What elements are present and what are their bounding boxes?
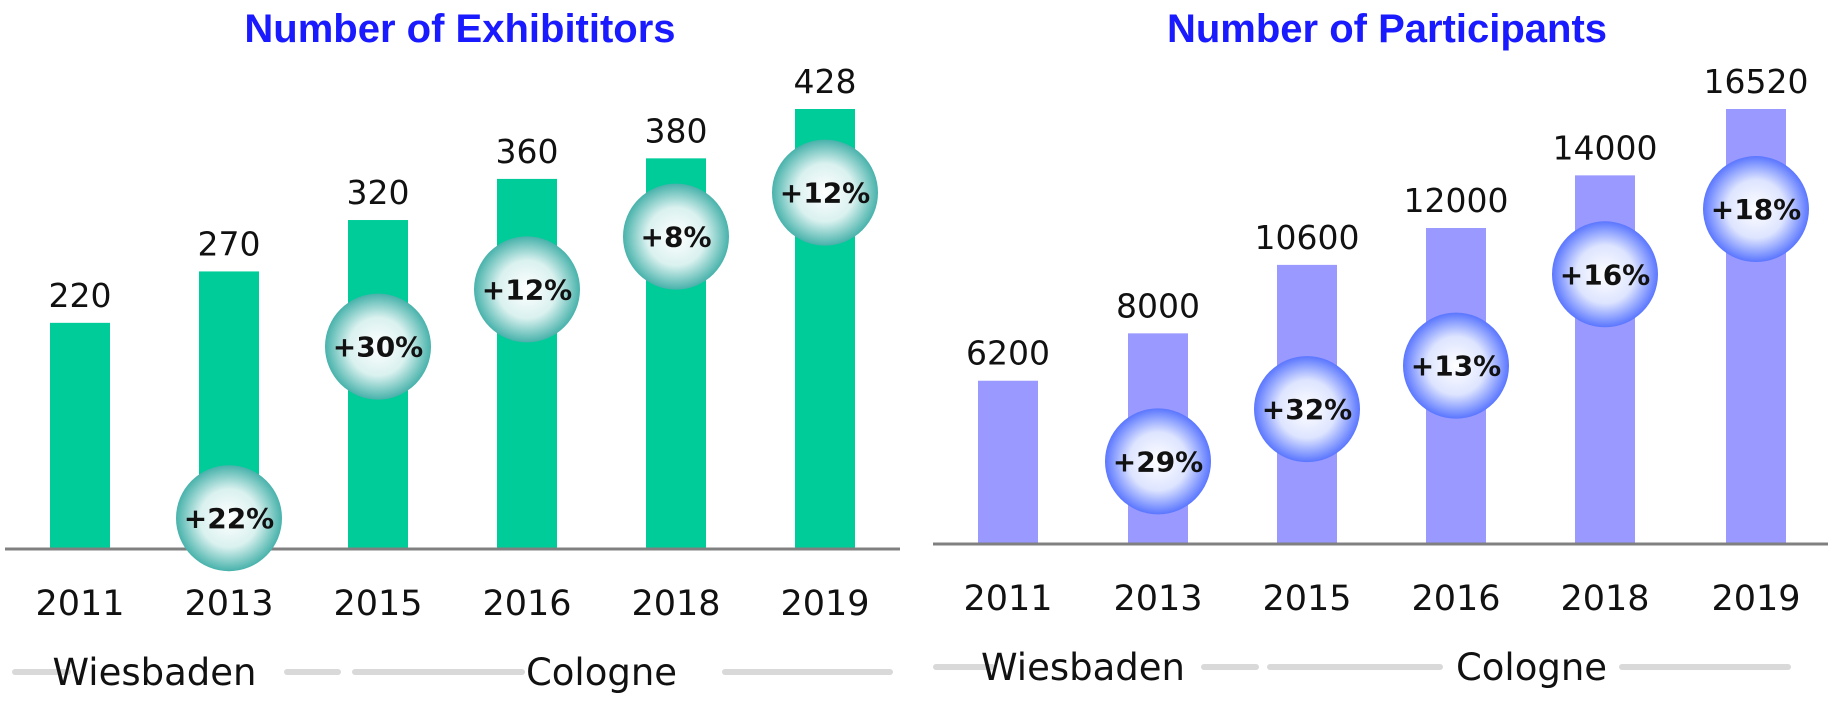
participants-chart: Number of Participants 6200 8000 10600 1200…	[933, 7, 1828, 689]
bar-value-label: 270	[198, 224, 261, 263]
growth-label: +30%	[333, 331, 423, 364]
chart-title: Number of Participants	[1167, 7, 1607, 51]
growth-bubble	[1552, 221, 1658, 328]
bar-value-label: 8000	[1116, 286, 1200, 325]
growth-label: +12%	[482, 273, 572, 306]
x-tick-label: 2013	[1113, 579, 1202, 619]
bar-value-label: 12000	[1404, 181, 1509, 220]
bar-value-label: 380	[645, 111, 708, 150]
bar-value-label: 6200	[966, 334, 1050, 373]
x-tick-label: 2015	[333, 584, 422, 624]
bar	[50, 322, 110, 549]
growth-bubble	[1703, 156, 1809, 263]
location-label: Cologne	[526, 651, 677, 694]
growth-bubble	[1254, 356, 1360, 463]
growth-label: +16%	[1560, 258, 1650, 291]
growth-label: +8%	[641, 221, 712, 254]
growth-bubble	[474, 236, 580, 343]
growth-label: +29%	[1113, 445, 1203, 478]
bar-value-label: 320	[347, 173, 410, 212]
x-tick-label: 2019	[780, 584, 869, 624]
growth-bubble	[1403, 312, 1509, 419]
growth-bubble	[176, 465, 282, 572]
growth-label: +18%	[1711, 193, 1801, 226]
x-tick-label: 2015	[1262, 579, 1351, 619]
chart-title: Number of Exhibititors	[244, 7, 675, 51]
bar	[978, 380, 1038, 544]
growth-label: +12%	[780, 177, 870, 210]
x-tick-label: 2016	[482, 584, 571, 624]
bar-value-label: 16520	[1704, 62, 1809, 101]
x-tick-label: 2016	[1411, 579, 1500, 619]
x-tick-label: 2011	[35, 584, 124, 624]
location-label: Wiesbaden	[981, 646, 1185, 689]
exhibitors-chart: Number of Exhibititors 220 270 320 360 380 42…	[5, 7, 900, 694]
growth-label: +13%	[1411, 350, 1501, 383]
x-tick-label: 2019	[1711, 579, 1800, 619]
x-tick-label: 2011	[963, 579, 1052, 619]
bar-value-label: 10600	[1255, 218, 1360, 257]
growth-bubble	[325, 293, 431, 400]
bar-value-label: 428	[794, 62, 857, 101]
growth-label: +22%	[184, 502, 274, 535]
bar-value-label: 14000	[1553, 128, 1658, 167]
growth-label: +32%	[1262, 393, 1352, 426]
bar-value-label: 360	[496, 132, 559, 171]
bar	[497, 178, 557, 549]
x-tick-label: 2018	[631, 584, 720, 624]
growth-bubble	[623, 183, 729, 290]
location-label: Wiesbaden	[53, 651, 257, 694]
growth-bubble	[1105, 408, 1211, 515]
bar-value-label: 220	[49, 276, 112, 315]
location-label: Cologne	[1456, 646, 1607, 689]
x-tick-label: 2018	[1560, 579, 1649, 619]
x-tick-label: 2013	[184, 584, 273, 624]
growth-bubble	[772, 139, 878, 246]
